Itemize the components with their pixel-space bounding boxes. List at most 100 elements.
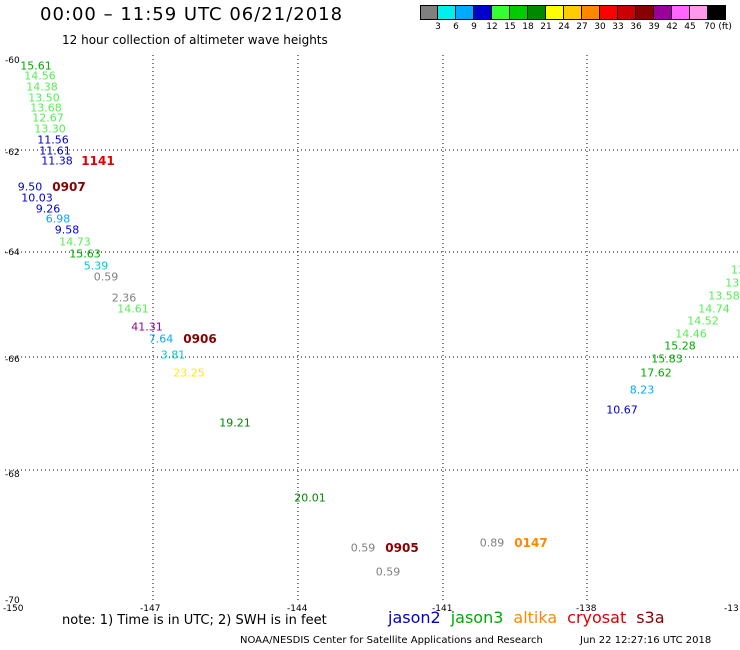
latitude-label: -70 [5,596,20,606]
wave-height-value: 13 [731,263,740,277]
scale-swatch [492,5,510,20]
wave-height-value: 41.31 [131,320,163,334]
wave-height-value: 14.56 [24,69,56,83]
wave-height-value: 15.61 [20,59,52,73]
scale-label: 36 [630,22,642,32]
satellite-cryosat: cryosat [567,608,627,627]
satellite-altika: altika [513,608,558,627]
scale-swatch [600,5,618,20]
wave-height-value: 13.68 [30,101,62,115]
scale-label: 33 [612,22,624,32]
longitude-label: -150 [3,604,24,614]
scale-swatch [420,5,438,20]
scale-swatch [636,5,654,20]
wave-height-value: 9.26 [35,202,61,216]
wave-height-value: 13.58 [708,289,740,303]
wave-height-value: 14.38 [26,80,58,94]
scale-swatch [456,5,474,20]
wave-height-value: 10.67 [606,403,638,417]
latitude-label: -64 [5,248,20,258]
scale-swatch [510,5,528,20]
scale-swatch [438,5,456,20]
scale-label: 15 [504,22,516,32]
map-subtitle: 12 hour collection of altimeter wave hei… [62,33,328,47]
longitude-label: -147 [140,604,161,614]
wave-height-value: 15.83 [651,352,683,366]
wave-height-value: 0.89 [479,536,505,550]
scale-swatch [708,5,726,20]
wave-height-value: 20.01 [294,491,326,505]
wave-height-value: 9.58 [54,223,80,237]
longitude-label: -13 [724,604,739,614]
wave-height-value: 15.28 [664,339,696,353]
wave-height-value: 6.98 [45,212,71,226]
satellite-jason3: jason3 [450,608,504,627]
wave-height-value: 2.36 [111,291,137,305]
graticule [5,55,738,600]
scale-label: 70 (ft) [704,22,732,32]
wave-height-value: 13.50 [28,91,60,105]
scale-label: 30 [594,22,606,32]
scale-label: 3 [435,22,441,32]
color-scale-labels: 3 6 9 12 15 18 21 24 27 30 33 36 39 42 45 70 (ft) [420,22,740,34]
wave-height-value: 13.30 [34,122,66,136]
latitude-label: -62 [5,148,20,158]
scale-swatch [546,5,564,20]
satellite-s3a: s3a [636,608,665,627]
wave-height-value: 7.64 [148,332,174,346]
wave-height-value: 19.21 [219,416,251,430]
scale-label: 24 [558,22,570,32]
wave-height-value: 14.61 [117,302,149,316]
wave-height-value: 9.50 [17,180,43,194]
scale-swatch [618,5,636,20]
wave-height-value: 10.03 [21,191,53,205]
longitude-label: -138 [576,604,597,614]
orbit-time-label: 0905 [385,541,419,555]
timestamp: Jun 22 12:27:16 UTC 2018 [580,635,712,646]
satellite-jason2: jason2 [388,608,441,627]
wave-height-value: 8.23 [629,383,655,397]
scale-swatch [690,5,708,20]
scale-label: 39 [648,22,660,32]
wave-height-value: 14.46 [675,327,707,341]
wave-height-value: 14.74 [698,302,730,316]
wave-height-value: 3.81 [160,348,186,362]
wave-height-value: 15.63 [69,247,101,261]
scale-swatch [528,5,546,20]
scale-swatch [474,5,492,20]
footer-note: note: 1) Time is in UTC; 2) SWH is in fe… [62,613,327,628]
credit-text: NOAA/NESDIS Center for Satellite Applica… [240,635,543,646]
scale-label: 6 [453,22,459,32]
wave-height-value: 14.52 [687,314,719,328]
scale-label: 18 [522,22,534,32]
orbit-time-label: 0907 [52,180,86,194]
scale-label: 27 [576,22,588,32]
scale-label: 21 [540,22,552,32]
orbit-time-label: 0147 [514,536,548,550]
scale-swatch [654,5,672,20]
scale-label: 12 [486,22,498,32]
scale-swatch [582,5,600,20]
orbit-time-label: 1141 [81,154,115,168]
wave-height-value: 0.59 [93,270,119,284]
wave-height-value: 0.59 [350,541,376,555]
wave-height-value: 5.39 [83,259,109,273]
wave-height-value: 17.62 [640,366,672,380]
longitude-label: -141 [432,604,453,614]
wave-height-value: 11.56 [37,133,69,147]
wave-height-value: 12.67 [32,111,64,125]
longitude-label: -144 [287,604,308,614]
scale-label: 45 [684,22,696,32]
wave-height-color-scale [420,5,726,20]
wave-height-value: 11.61 [39,144,71,158]
scale-swatch [564,5,582,20]
latitude-label: -68 [5,470,20,480]
wave-height-value: 13. [725,276,740,290]
latitude-label: -60 [5,56,20,66]
latitude-label: -66 [5,355,20,365]
wave-height-value: 23.25 [173,366,205,380]
scale-label: 42 [666,22,678,32]
scale-label: 9 [471,22,477,32]
map-title: 00:00 – 11:59 UTC 06/21/2018 [40,4,344,25]
